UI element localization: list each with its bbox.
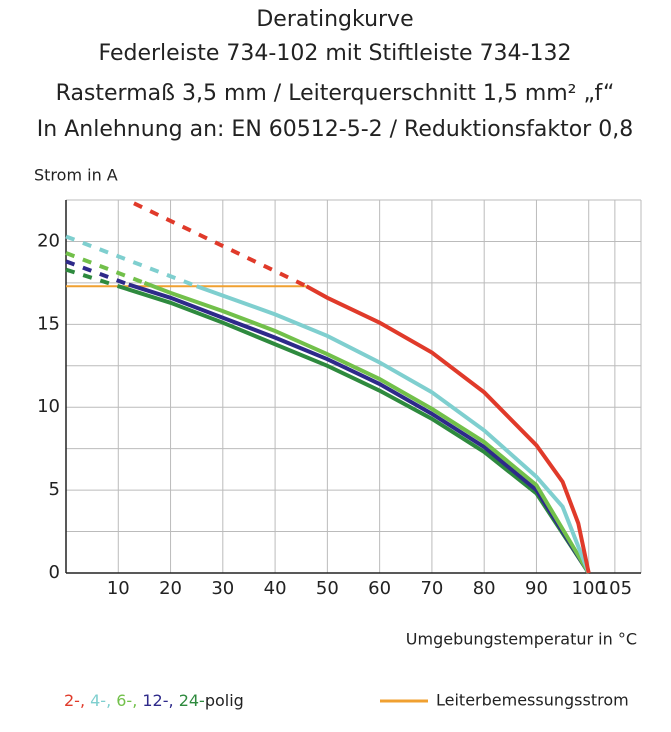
y-tick-label: 5 (49, 479, 60, 500)
y-tick-label: 0 (49, 562, 60, 583)
x-tick-label: 20 (159, 578, 182, 599)
dashed-line (133, 201, 308, 289)
line (143, 281, 591, 575)
legend-entry: 2- (64, 691, 80, 710)
legend-series: 2-, 4-, 6-, 12-, 24-polig (64, 691, 244, 710)
dashed-line (65, 267, 119, 289)
legend-separator: , (169, 691, 179, 710)
x-tick-label: 60 (368, 578, 391, 599)
x-tick-label: 50 (316, 578, 339, 599)
y-tick-label: 20 (37, 230, 60, 251)
legend-separator: , (132, 691, 142, 710)
title-line: Deratingkurve (256, 7, 413, 32)
y-tick-label: 10 (37, 396, 60, 417)
dashed-line (65, 234, 198, 289)
line (117, 284, 591, 575)
legend-entry: 12- (142, 691, 168, 710)
legend-suffix: polig (205, 691, 244, 710)
x-tick-label: 100 (572, 578, 606, 599)
dashed-line (65, 259, 130, 287)
line (128, 282, 591, 575)
x-tick-label: 105 (598, 578, 632, 599)
x-tick-label: 90 (525, 578, 548, 599)
title-line: Rastermaß 3,5 mm / Leiterquerschnitt 1,5… (56, 81, 615, 106)
x-tick-label: 10 (107, 578, 130, 599)
legend-entry: 6- (116, 691, 132, 710)
y-axis-label: Strom in A (34, 166, 118, 185)
dashed-line (65, 251, 146, 285)
legend-separator: , (80, 691, 90, 710)
x-tick-label: 40 (264, 578, 287, 599)
legend-entry: 4- (90, 691, 106, 710)
line (196, 284, 591, 574)
legend-entry: Leiterbemessungsstrom (436, 691, 629, 710)
legend-entry: 24- (179, 691, 205, 710)
line (305, 284, 591, 574)
y-tick-label: 15 (37, 313, 60, 334)
title-line: In Anlehnung an: EN 60512-5-2 / Reduktio… (37, 117, 633, 142)
legend-separator: , (106, 691, 116, 710)
x-axis-label: Umgebungstemperatur in °C (406, 630, 637, 649)
title-line: Federleiste 734-102 mit Stiftleiste 734-… (99, 41, 572, 66)
x-tick-label: 80 (473, 578, 496, 599)
x-tick-label: 30 (211, 578, 234, 599)
x-tick-label: 70 (420, 578, 443, 599)
